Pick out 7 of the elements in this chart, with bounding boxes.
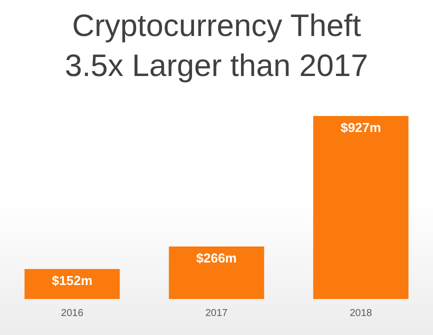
- data-label: $266m: [196, 250, 237, 266]
- chart-title: Cryptocurrency Theft 3.5x Larger than 2017: [64, 7, 370, 85]
- data-label: $927m: [340, 120, 382, 136]
- x-tick-label: 2017: [205, 308, 228, 319]
- x-tick-label: 2018: [350, 308, 372, 319]
- x-tick-label: 2016: [61, 308, 84, 319]
- data-label: $152m: [52, 273, 92, 288]
